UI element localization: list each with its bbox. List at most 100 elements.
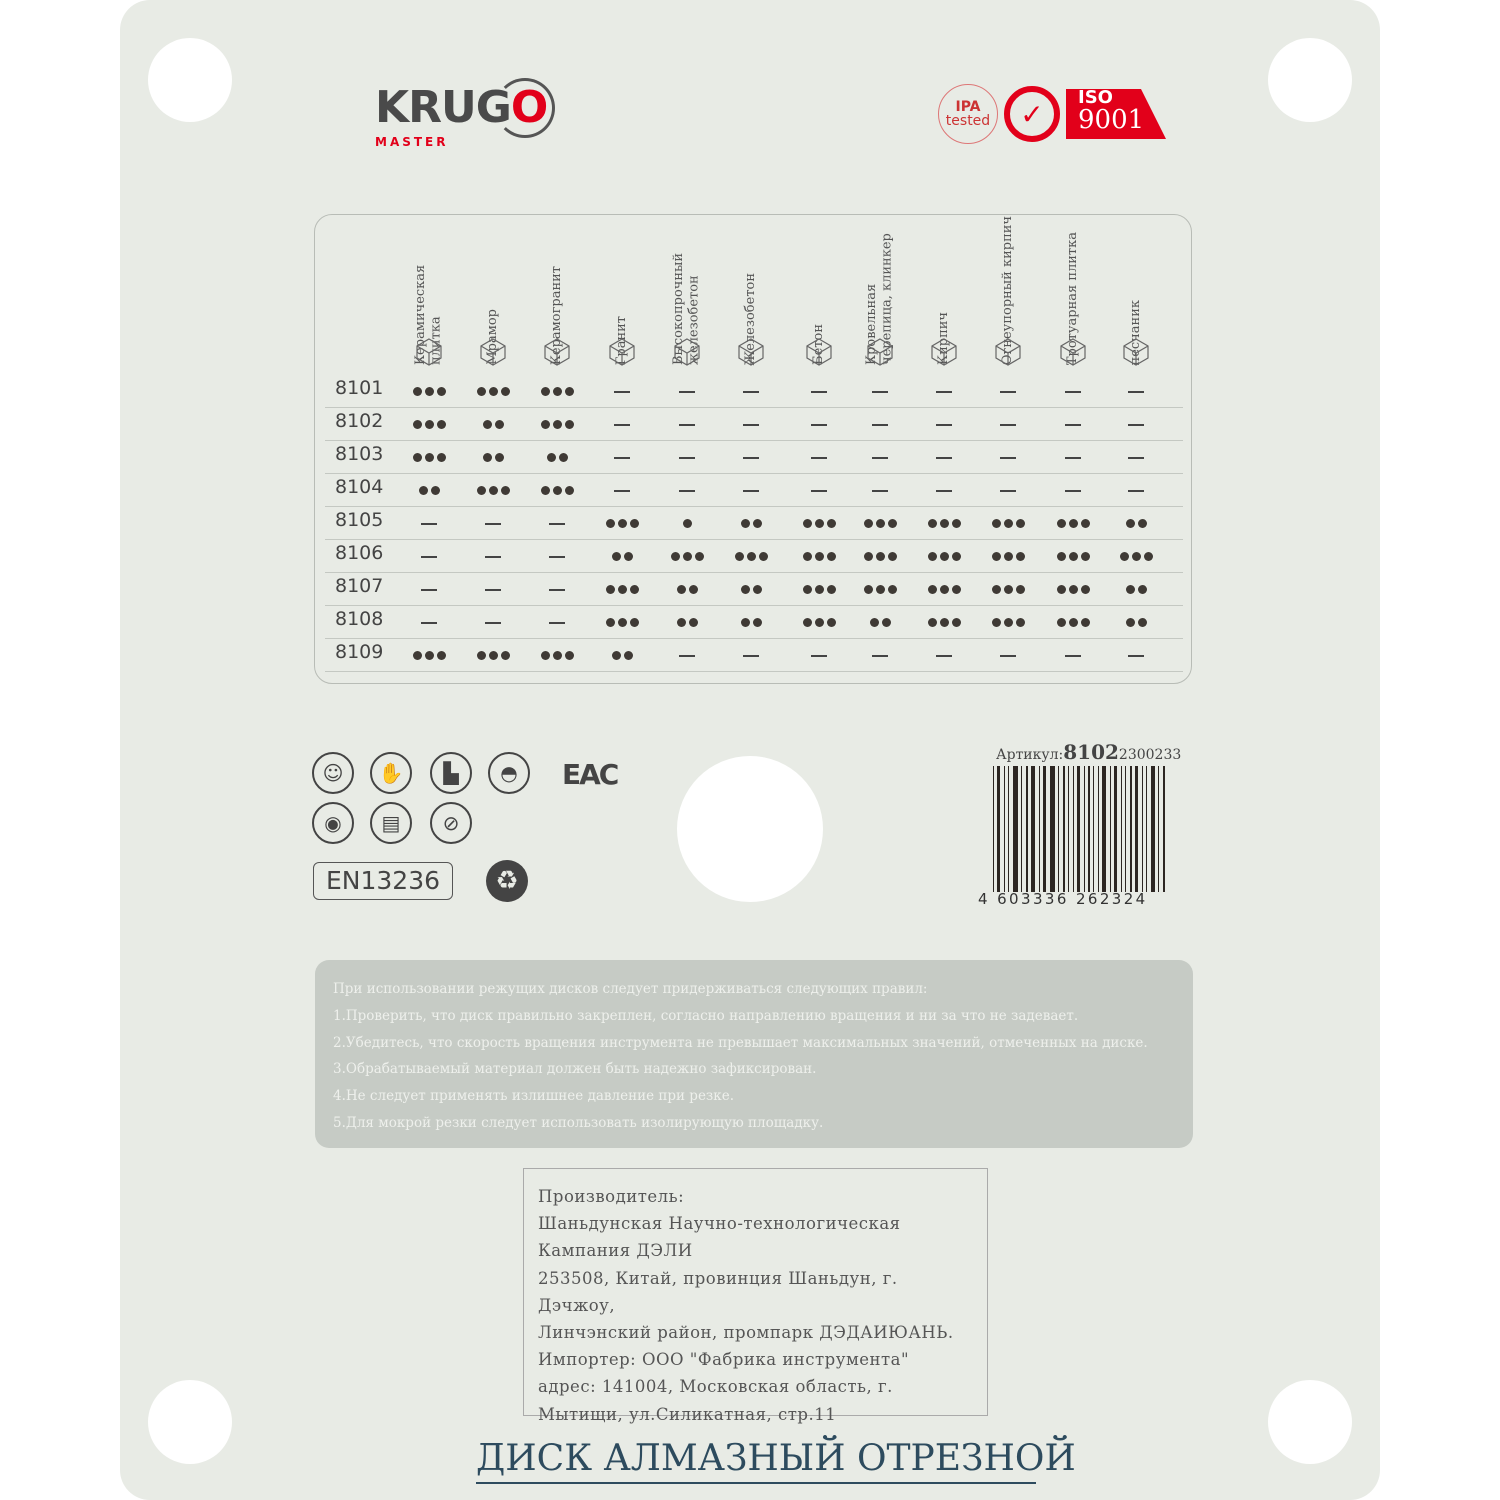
rating-dot [1125, 618, 1135, 627]
dash [811, 456, 827, 459]
rating-dot [1003, 519, 1013, 528]
barcode-bar [1162, 766, 1165, 892]
barcode-number: 4 603336 262324 [978, 890, 1148, 908]
rating-dot [488, 651, 498, 660]
granite-icon [609, 338, 635, 366]
rating-dot [939, 552, 949, 561]
rule-item: 4.Не следует применять излишнее давление… [333, 1088, 735, 1105]
not-suitable-dash [1106, 375, 1166, 408]
not-suitable-dash [914, 408, 974, 441]
rating-dot [951, 585, 961, 594]
barcode-bar [1097, 766, 1099, 892]
rating-dots [789, 507, 849, 540]
not-suitable-dash [1043, 408, 1103, 441]
rating-dot [617, 585, 627, 594]
not-suitable-dash [399, 606, 459, 639]
barcode-bar [1114, 766, 1118, 892]
hang-hole [148, 38, 232, 122]
dash [1065, 654, 1081, 657]
dash [1128, 390, 1144, 393]
rating-dot [802, 618, 812, 627]
rating-dot [605, 519, 615, 528]
dash [811, 654, 827, 657]
barcode-bar [993, 766, 994, 892]
rating-dots [850, 573, 910, 606]
dash [1128, 456, 1144, 459]
rating-dot [863, 585, 873, 594]
rating-dots [527, 474, 587, 507]
rating-dot [476, 651, 486, 660]
helmet-icon: ◓ [488, 752, 530, 794]
rating-dots [527, 441, 587, 474]
rating-dot [418, 486, 428, 495]
rating-dots [1106, 573, 1166, 606]
rating-dots [721, 573, 781, 606]
rating-dots [657, 573, 717, 606]
rating-dot [494, 453, 504, 462]
dash [811, 489, 827, 492]
hang-hole [1268, 38, 1352, 122]
rating-dots [789, 606, 849, 639]
not-suitable-dash [657, 408, 717, 441]
not-suitable-dash [789, 639, 849, 672]
rating-dot [1068, 618, 1078, 627]
rule-item: 2.Убедитесь, что скорость вращения инстр… [333, 1034, 1148, 1051]
rating-dots [592, 606, 652, 639]
rating-dot [605, 618, 615, 627]
not-suitable-dash [789, 441, 849, 474]
not-suitable-dash [789, 474, 849, 507]
not-suitable-dash [399, 573, 459, 606]
rating-dot [552, 387, 562, 396]
barcode-bar [1031, 766, 1036, 892]
rating-dots [914, 573, 974, 606]
not-suitable-dash [914, 375, 974, 408]
rating-dot [540, 486, 550, 495]
dash [1065, 456, 1081, 459]
table-row: 8103 [325, 441, 1183, 474]
package-back [120, 0, 1380, 1500]
dash [1065, 390, 1081, 393]
not-suitable-dash [657, 441, 717, 474]
manufacturer-line: адрес: 141004, Московская область, г. [538, 1377, 893, 1397]
dash [679, 456, 695, 459]
dash [743, 654, 759, 657]
rating-dot [1056, 585, 1066, 594]
rating-dot [814, 519, 824, 528]
rating-dot [436, 651, 446, 660]
rating-dots [1043, 507, 1103, 540]
rating-dot [558, 453, 568, 462]
barcode-bar [1003, 766, 1005, 892]
dash [614, 390, 630, 393]
rating-dot [1137, 618, 1147, 627]
dash [549, 621, 565, 624]
barcode-bar [997, 766, 1001, 892]
not-suitable-dash [1106, 441, 1166, 474]
rating-dots [978, 606, 1038, 639]
rating-dot [927, 519, 937, 528]
iso-badge: ISO 9001 [1066, 89, 1166, 139]
model-number: 8102 [335, 410, 384, 432]
barcode-bar [1077, 766, 1081, 892]
dash [485, 588, 501, 591]
barcode-bar [1068, 766, 1070, 892]
rating-dot [991, 519, 1001, 528]
not-suitable-dash [914, 474, 974, 507]
table-row: 8106 [325, 540, 1183, 573]
not-suitable-dash [721, 375, 781, 408]
rating-dot [436, 453, 446, 462]
rating-dot [611, 552, 621, 561]
rating-dot [752, 618, 762, 627]
rating-dot [927, 618, 937, 627]
dash [936, 654, 952, 657]
rules-intro: При использовании режущих дисков следует… [333, 981, 928, 997]
rating-dot [939, 519, 949, 528]
rating-dots [399, 639, 459, 672]
not-suitable-dash [1106, 408, 1166, 441]
not-suitable-dash [850, 639, 910, 672]
rating-dots [721, 606, 781, 639]
rating-dots [592, 507, 652, 540]
not-suitable-dash [1043, 474, 1103, 507]
dash [1000, 489, 1016, 492]
not-suitable-dash [978, 474, 1038, 507]
manufacturer-info: Производитель: Шаньдунская Научно-технол… [523, 1168, 988, 1424]
